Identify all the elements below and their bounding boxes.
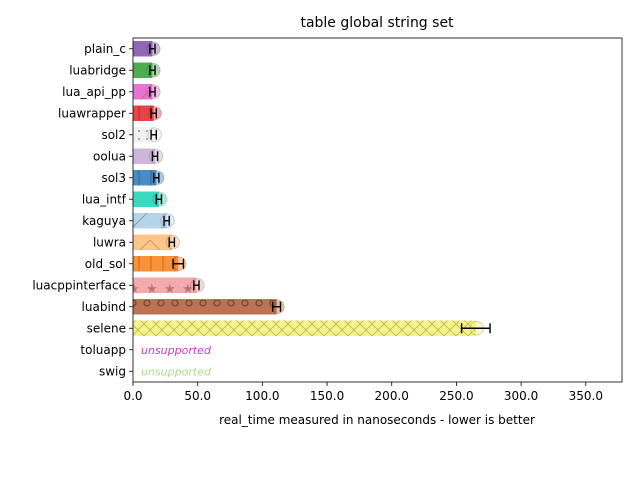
bar <box>133 191 159 207</box>
bar-pattern <box>133 213 167 229</box>
y-tick-label: sol2 <box>101 128 126 142</box>
x-axis-label: real_time measured in nanoseconds - lowe… <box>219 413 535 427</box>
bar-pattern <box>133 320 476 336</box>
bar-pattern <box>133 234 172 250</box>
x-tick-label: 100.0 <box>245 389 279 403</box>
bar-pattern <box>133 127 154 143</box>
axes-layer: plain_c luabridge lua_api_pp luawrapper sol2… <box>32 37 623 403</box>
y-tick-label: oolua <box>93 149 126 163</box>
y-tick-label: selene <box>87 321 126 335</box>
bar <box>133 62 153 78</box>
y-tick-label: kaguya <box>82 214 126 228</box>
y-tick-label: toluapp <box>80 343 126 357</box>
x-tick-label: 350.0 <box>569 389 603 403</box>
bars-layer: unsupported unsupported <box>133 41 491 378</box>
bar-pattern <box>133 299 277 315</box>
y-tick-label: luabind <box>82 300 126 314</box>
bar <box>133 148 155 164</box>
bar-pattern <box>133 256 179 272</box>
plot-frame <box>132 37 623 383</box>
bar <box>133 41 153 57</box>
y-tick-label: plain_c <box>84 42 126 56</box>
y-tick-label: lua_intf <box>82 192 127 206</box>
x-tick-label: 200.0 <box>375 389 409 403</box>
y-tick-label: luawrapper <box>58 106 126 120</box>
y-tick-label: swig <box>99 364 126 378</box>
y-tick-label: luwra <box>93 235 126 249</box>
x-tick-label: 50.0 <box>184 389 211 403</box>
y-tick-label: sol3 <box>101 171 126 185</box>
y-tick-label: old_sol <box>85 257 126 271</box>
bar-pattern <box>133 105 154 121</box>
chart-title: table global string set <box>300 15 454 31</box>
unsupported-label: unsupported <box>141 365 212 378</box>
bar-pattern <box>133 84 153 100</box>
y-tick-label: luabridge <box>69 63 126 77</box>
bar-pattern <box>133 170 157 186</box>
y-tick-label: luacppinterface <box>32 278 126 292</box>
x-tick-label: 300.0 <box>504 389 538 403</box>
y-tick-label: lua_api_pp <box>62 85 126 99</box>
x-tick-label: 150.0 <box>310 389 344 403</box>
x-tick-label: 250.0 <box>439 389 473 403</box>
bar-pattern <box>133 277 197 293</box>
x-tick-label: 0.0 <box>123 389 142 403</box>
unsupported-label: unsupported <box>141 344 212 357</box>
